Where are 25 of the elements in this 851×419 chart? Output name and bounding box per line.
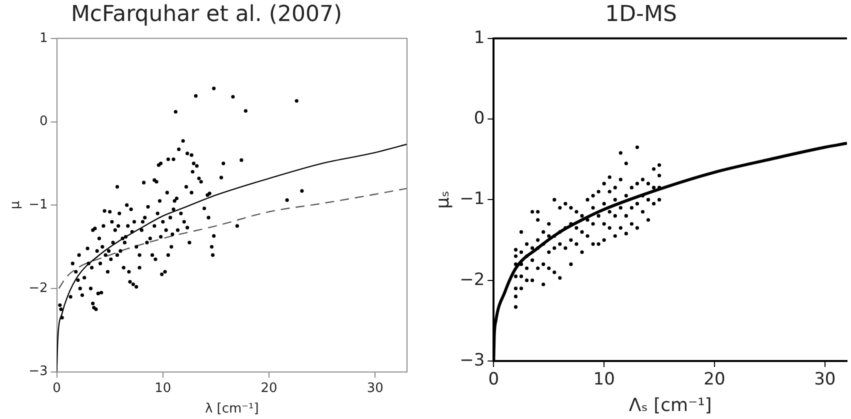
y-tick-label: −2	[460, 270, 485, 290]
y-tick-label: −2	[28, 280, 48, 296]
x-tick-label: 10	[154, 380, 172, 396]
y-tick-label: −1	[460, 189, 485, 210]
y-axis-title: μ	[8, 200, 24, 210]
x-tick-label: 20	[260, 380, 278, 396]
x-axis-title: λ [cm⁻¹]	[204, 402, 259, 417]
x-tick-label: 10	[593, 370, 615, 390]
y-tick-label: 1	[474, 28, 485, 48]
x-tick-label: 30	[814, 370, 836, 390]
x-axis-title: Λₛ [cm⁻¹]	[628, 394, 712, 416]
y-tick-label: 0	[474, 108, 485, 128]
y-tick-label: −3	[28, 364, 48, 380]
x-tick-label: 0	[488, 370, 500, 390]
y-tick-label: −1	[28, 197, 48, 212]
y-tick-label: −3	[460, 350, 485, 370]
y-axis-title: μₛ	[432, 190, 454, 209]
x-tick-label: 20	[704, 370, 726, 390]
line-series	[58, 188, 407, 290]
y-tick-label: 1	[39, 30, 48, 46]
y-tick-label: 0	[39, 114, 48, 130]
chart-title: McFarquhar et al. (2007)	[70, 2, 342, 27]
x-tick-label: 30	[366, 380, 384, 396]
x-tick-label: 0	[52, 380, 61, 396]
chart-title: 1D-MS	[605, 2, 677, 27]
